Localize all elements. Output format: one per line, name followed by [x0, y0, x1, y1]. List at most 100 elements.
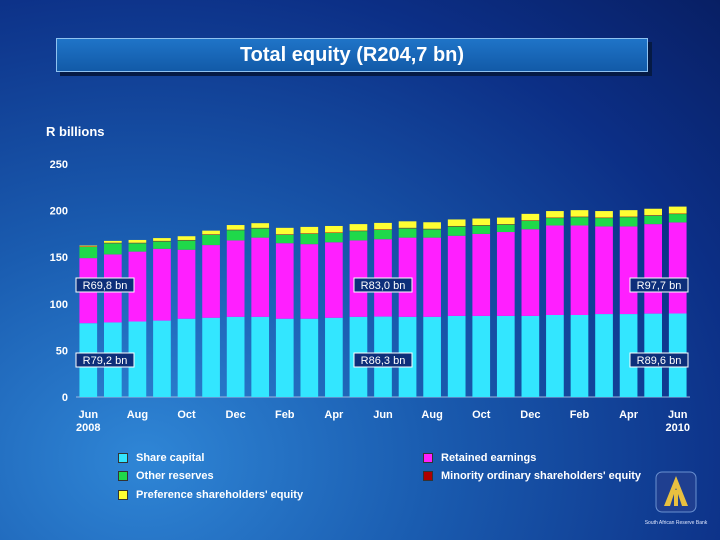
bar-segment-preference-shareholders-equity — [202, 230, 220, 235]
x-tick-label: Jun — [668, 409, 688, 421]
bar-segment-other-reserves — [325, 232, 343, 243]
y-tick-label: 250 — [50, 159, 68, 171]
bar-segment-other-reserves — [644, 215, 663, 225]
annotation-box — [629, 277, 689, 293]
bar-segment-share-capital — [153, 320, 171, 397]
bar-segment-retained-earnings — [546, 225, 564, 315]
bar-segment-preference-shareholders-equity — [398, 221, 417, 228]
annotation-box — [75, 352, 135, 368]
bar-segment-other-reserves — [423, 229, 441, 238]
x-tick-label: Dec — [520, 409, 540, 421]
bar-segment-share-capital — [595, 314, 613, 397]
y-tick-label: 50 — [56, 345, 68, 357]
bar-segment-retained-earnings — [595, 226, 613, 315]
bar-segment-share-capital — [472, 315, 491, 397]
bar-segment-preference-shareholders-equity — [251, 223, 270, 228]
x-tick-label-year: 2008 — [76, 422, 100, 434]
annotation-label: R79,2 bn — [83, 355, 128, 367]
annotation-label: R89,6 bn — [637, 355, 682, 367]
x-tick-label: Feb — [275, 409, 295, 421]
bar-segment-retained-earnings — [496, 232, 515, 316]
legend-swatch-minority — [423, 471, 433, 481]
bar-segment-preference-shareholders-equity — [619, 210, 638, 217]
bar-segment-preference-shareholders-equity — [496, 217, 515, 225]
annotation-label: R86,3 bn — [361, 355, 406, 367]
bar-segment-retained-earnings — [668, 222, 687, 314]
bar-segment-preference-shareholders-equity — [128, 239, 147, 243]
bar-segment-other-reserves — [472, 225, 491, 234]
bar-segment-preference-shareholders-equity — [570, 210, 589, 217]
bar-segment-other-reserves — [300, 233, 319, 245]
bar-segment-other-reserves — [202, 234, 220, 246]
bar-segment-retained-earnings — [644, 224, 663, 314]
bar-segment-other-reserves — [619, 217, 638, 227]
x-tick-label: Aug — [421, 409, 442, 421]
bar-segment-other-reserves — [153, 241, 171, 249]
legend-label-retained-earnings: Retained earnings — [441, 452, 537, 464]
bar-segment-preference-shareholders-equity — [423, 222, 441, 229]
annotation-box — [353, 352, 413, 368]
bar-segment-retained-earnings — [325, 242, 343, 318]
legend-label-minority: Minority ordinary shareholders' equity — [441, 470, 642, 482]
legend-swatch-retained-earnings — [423, 453, 433, 463]
bar-segment-preference-shareholders-equity — [153, 238, 171, 241]
bar-segment-other-reserves — [595, 218, 613, 227]
x-tick-label: Jun — [373, 409, 393, 421]
bar-segment-retained-earnings — [275, 243, 294, 319]
annotation-label: R97,7 bn — [637, 280, 682, 292]
bar-segment-other-reserves — [103, 243, 122, 255]
bar-segment-preference-shareholders-equity — [447, 219, 466, 226]
bar-segment-other-reserves — [398, 228, 417, 238]
bar-segment-share-capital — [226, 316, 245, 397]
reserve-bank-logo: South African Reserve Bank — [640, 462, 712, 532]
bar-segment-retained-earnings — [177, 249, 196, 319]
x-tick-label: Oct — [472, 409, 491, 421]
bar-segment-preference-shareholders-equity — [374, 222, 392, 230]
bar-segment-preference-shareholders-equity — [177, 236, 196, 240]
bar-segment-other-reserves — [177, 240, 196, 250]
bar-segment-preference-shareholders-equity — [546, 211, 564, 218]
bar-segment-share-capital — [128, 321, 147, 397]
svg-text:South African Reserve Bank: South African Reserve Bank — [645, 520, 708, 526]
legend-swatch-other-reserves — [118, 471, 128, 481]
bar-segment-retained-earnings — [398, 237, 417, 317]
bar-segment-preference-shareholders-equity — [79, 245, 98, 247]
bar-segment-other-reserves — [447, 226, 466, 236]
x-tick-label-year: 2010 — [665, 422, 689, 434]
bar-segment-retained-earnings — [251, 237, 270, 317]
bar-segment-retained-earnings — [619, 226, 638, 315]
bar-segment-share-capital — [177, 318, 196, 397]
bar-segment-retained-earnings — [202, 245, 220, 318]
bar-segment-preference-shareholders-equity — [472, 218, 491, 226]
bar-segment-share-capital — [423, 316, 441, 397]
bar-segment-retained-earnings — [570, 225, 589, 315]
bar-segment-retained-earnings — [153, 248, 171, 321]
x-tick-label: Dec — [226, 409, 246, 421]
bar-segment-other-reserves — [128, 243, 147, 252]
bar-segment-preference-shareholders-equity — [300, 226, 319, 234]
bar-segment-share-capital — [275, 318, 294, 397]
legend-label-preference: Preference shareholders' equity — [136, 489, 304, 501]
legend-swatch-preference — [118, 490, 128, 500]
legend-label-share-capital: Share capital — [136, 452, 205, 464]
annotation-box — [629, 352, 689, 368]
bar-segment-other-reserves — [668, 214, 687, 223]
bar-segment-share-capital — [521, 315, 540, 397]
bar-segment-preference-shareholders-equity — [325, 225, 343, 233]
bar-segment-retained-earnings — [472, 233, 491, 316]
bar-segment-preference-shareholders-equity — [668, 206, 687, 214]
bar-segment-other-reserves — [570, 217, 589, 226]
bar-segment-share-capital — [619, 314, 638, 397]
bar-segment-other-reserves — [79, 246, 98, 259]
x-tick-label: Oct — [177, 409, 196, 421]
bar-segment-preference-shareholders-equity — [521, 213, 540, 221]
legend-item-retained-earnings: Retained earnings — [423, 452, 536, 464]
x-tick-label: Apr — [324, 409, 344, 421]
bar-segment-preference-shareholders-equity — [595, 211, 613, 218]
bar-segment-other-reserves — [374, 229, 392, 240]
annotation-label: R69,8 bn — [83, 280, 128, 292]
bar-segment-share-capital — [202, 317, 220, 397]
chart-title: Total equity (R204,7 bn) — [56, 38, 648, 72]
bar-segment-other-reserves — [349, 231, 368, 241]
bar-segment-preference-shareholders-equity — [275, 227, 294, 235]
